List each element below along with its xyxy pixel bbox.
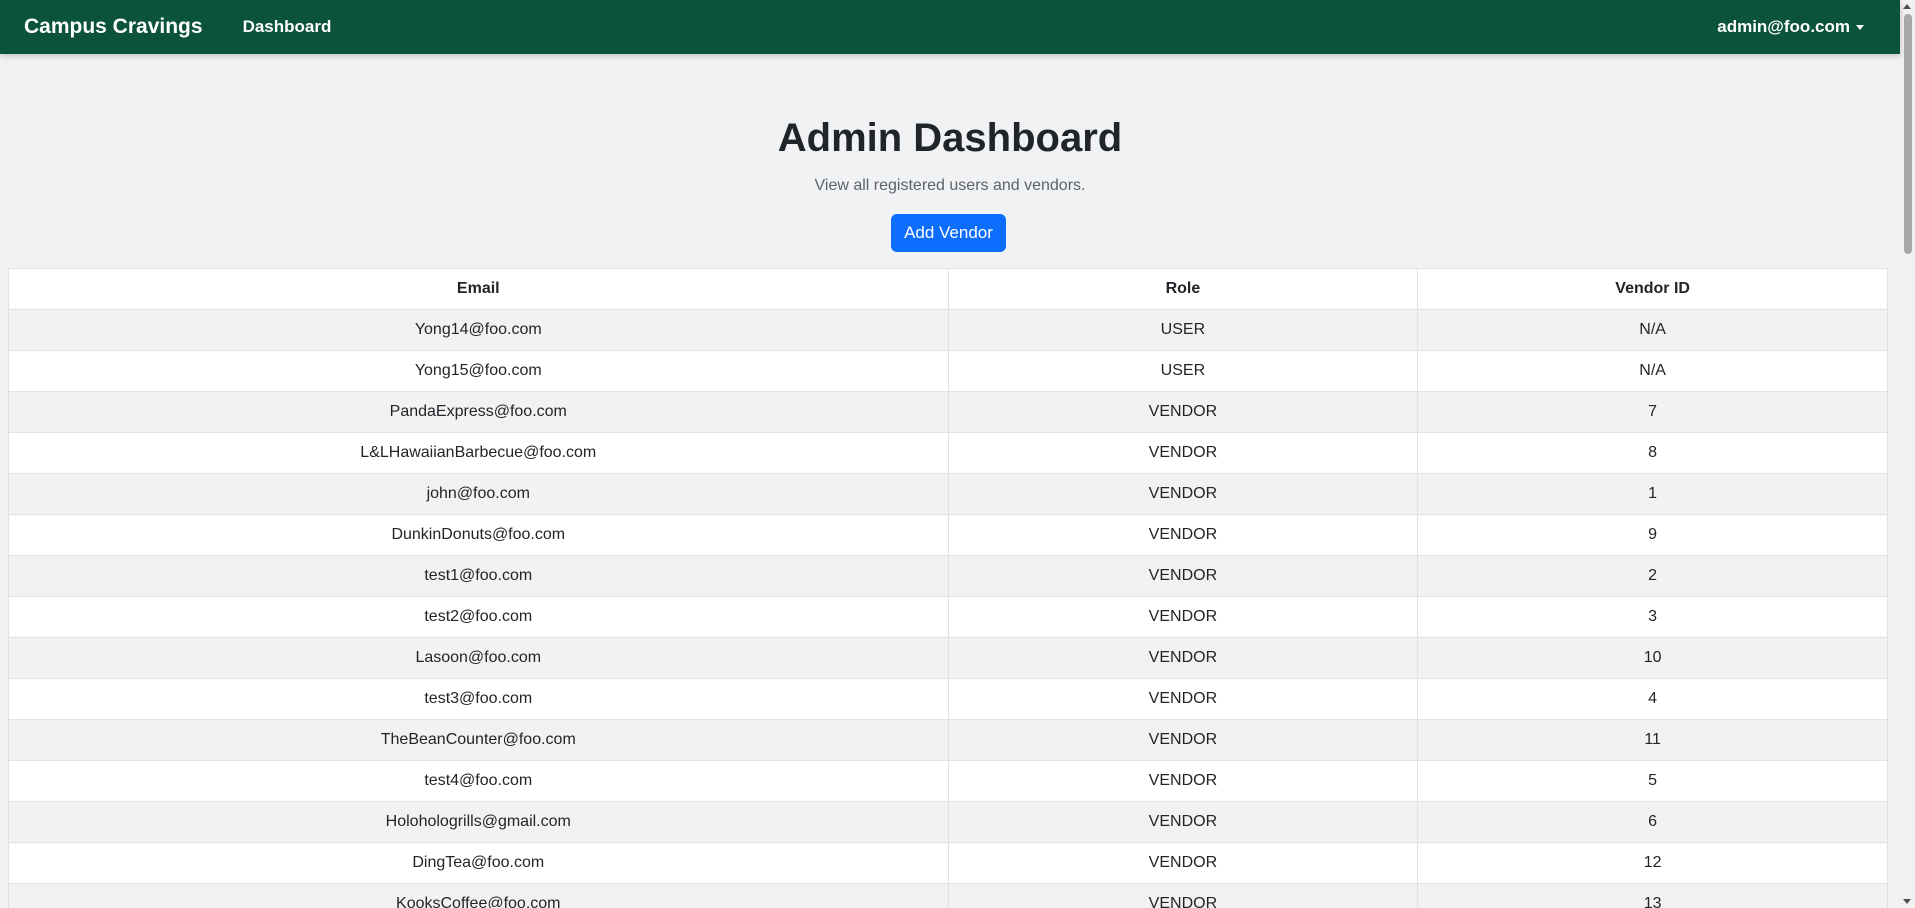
table-row: L&LHawaiianBarbecue@foo.com VENDOR 8	[8, 432, 1888, 474]
table-row: TheBeanCounter@foo.com VENDOR 11	[8, 719, 1888, 761]
role-cell: VENDOR	[947, 432, 1419, 474]
role-cell: VENDOR	[947, 719, 1419, 761]
email-cell: KooksCoffee@foo.com	[8, 883, 949, 908]
column-header: Role	[947, 268, 1419, 310]
vendor-id-cell: 2	[1417, 555, 1888, 597]
vendor-id-cell: 9	[1417, 514, 1888, 556]
table-row: PandaExpress@foo.com VENDOR 7	[8, 391, 1888, 433]
email-cell: Yong15@foo.com	[8, 350, 949, 392]
vendor-id-cell: 8	[1417, 432, 1888, 474]
role-cell: USER	[947, 309, 1419, 351]
vendor-id-cell: 7	[1417, 391, 1888, 433]
role-cell: VENDOR	[947, 883, 1419, 908]
navbar: Campus Cravings Dashboard admin@foo.com	[0, 0, 1900, 54]
nav-link-dashboard[interactable]: Dashboard	[242, 17, 332, 36]
scroll-down-icon[interactable]	[1903, 899, 1911, 904]
vendor-id-cell: 11	[1417, 719, 1888, 761]
scroll-up-icon[interactable]	[1903, 4, 1911, 9]
vendor-id-cell: 4	[1417, 678, 1888, 720]
role-cell: VENDOR	[947, 555, 1419, 597]
email-cell: test4@foo.com	[8, 760, 949, 802]
role-cell: VENDOR	[947, 842, 1419, 884]
email-cell: DunkinDonuts@foo.com	[8, 514, 949, 556]
vendor-id-cell: N/A	[1417, 309, 1888, 351]
column-header: Email	[8, 268, 949, 310]
table-row: KooksCoffee@foo.com VENDOR 13	[8, 883, 1888, 908]
table-row: Holohologrills@gmail.com VENDOR 6	[8, 801, 1888, 843]
email-cell: DingTea@foo.com	[8, 842, 949, 884]
email-cell: Holohologrills@gmail.com	[8, 801, 949, 843]
table-row: DingTea@foo.com VENDOR 12	[8, 842, 1888, 884]
role-cell: VENDOR	[947, 391, 1419, 433]
email-cell: test3@foo.com	[8, 678, 949, 720]
scrollbar[interactable]	[1900, 0, 1915, 908]
email-cell: test1@foo.com	[8, 555, 949, 597]
email-cell: john@foo.com	[8, 473, 949, 515]
role-cell: VENDOR	[947, 596, 1419, 638]
vendor-id-cell: 6	[1417, 801, 1888, 843]
role-cell: USER	[947, 350, 1419, 392]
role-cell: VENDOR	[947, 760, 1419, 802]
table-row: Yong14@foo.com USER N/A	[8, 309, 1888, 351]
users-table: Email Role Vendor ID Yong14@foo.com USER N/A…	[8, 268, 1888, 908]
email-cell: L&LHawaiianBarbecue@foo.com	[8, 432, 949, 474]
vendor-id-cell: N/A	[1417, 350, 1888, 392]
vendor-id-cell: 12	[1417, 842, 1888, 884]
vendor-id-cell: 3	[1417, 596, 1888, 638]
table-row: test4@foo.com VENDOR 5	[8, 760, 1888, 802]
vendor-id-cell: 1	[1417, 473, 1888, 515]
caret-down-icon	[1856, 24, 1864, 30]
table-row: Yong15@foo.com USER N/A	[8, 350, 1888, 392]
role-cell: VENDOR	[947, 678, 1419, 720]
role-cell: VENDOR	[947, 514, 1419, 556]
scrollbar-thumb[interactable]	[1904, 14, 1912, 254]
table-row: test2@foo.com VENDOR 3	[8, 596, 1888, 638]
table-row: john@foo.com VENDOR 1	[8, 473, 1888, 515]
email-cell: TheBeanCounter@foo.com	[8, 719, 949, 761]
add-vendor-button[interactable]: Add Vendor	[891, 214, 1006, 252]
email-cell: Yong14@foo.com	[8, 309, 949, 351]
brand-link[interactable]: Campus Cravings	[24, 15, 203, 38]
role-cell: VENDOR	[947, 637, 1419, 679]
page-subtitle: View all registered users and vendors.	[814, 177, 1086, 194]
column-header: Vendor ID	[1417, 268, 1888, 310]
page-title: Admin Dashboard	[777, 116, 1123, 160]
user-email: admin@foo.com	[1717, 17, 1850, 36]
email-cell: Lasoon@foo.com	[8, 637, 949, 679]
role-cell: VENDOR	[947, 801, 1419, 843]
table-row: test3@foo.com VENDOR 4	[8, 678, 1888, 720]
vendor-id-cell: 5	[1417, 760, 1888, 802]
vendor-id-cell: 13	[1417, 883, 1888, 908]
table-row: DunkinDonuts@foo.com VENDOR 9	[8, 514, 1888, 556]
user-menu[interactable]: admin@foo.com	[1717, 17, 1864, 37]
vendor-id-cell: 10	[1417, 637, 1888, 679]
role-cell: VENDOR	[947, 473, 1419, 515]
table-row: test1@foo.com VENDOR 2	[8, 555, 1888, 597]
table-row: Lasoon@foo.com VENDOR 10	[8, 637, 1888, 679]
email-cell: PandaExpress@foo.com	[8, 391, 949, 433]
email-cell: test2@foo.com	[8, 596, 949, 638]
